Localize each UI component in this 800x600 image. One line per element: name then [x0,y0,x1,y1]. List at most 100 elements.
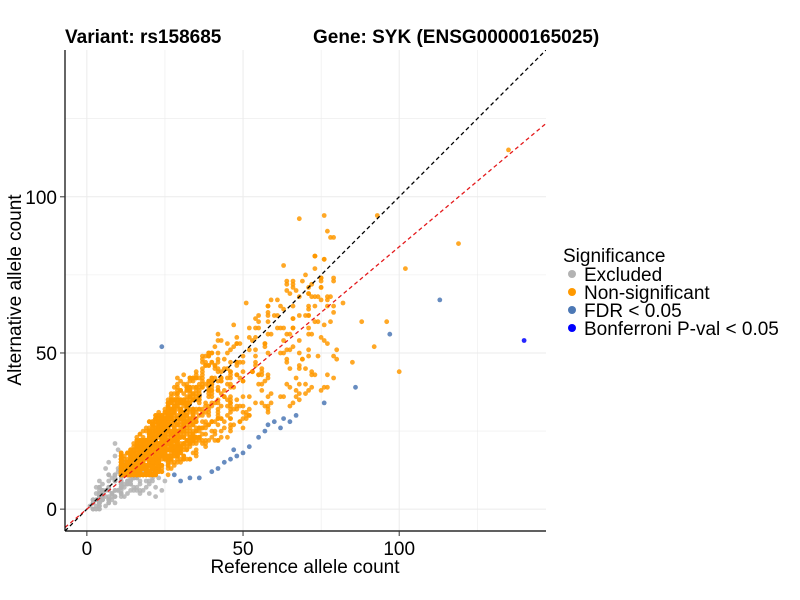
point-non-significant [281,394,286,400]
point-excluded [143,484,149,490]
point-non-significant [303,313,308,318]
point-excluded [112,453,118,459]
point-non-significant [253,359,258,365]
point-non-significant [315,353,321,359]
point-non-significant [221,419,227,425]
point-fdr [287,419,293,425]
point-fdr [387,331,393,337]
point-non-significant [206,422,212,428]
point-non-significant [140,463,146,468]
point-non-significant [287,366,293,371]
point-non-significant [306,303,311,309]
point-non-significant [384,319,390,325]
point-non-significant [193,419,199,425]
point-non-significant [228,428,233,434]
point-non-significant [318,388,324,393]
point-excluded [103,503,108,509]
point-non-significant [218,434,224,440]
point-non-significant [296,391,302,396]
data-points [87,147,527,512]
point-non-significant [293,375,299,381]
point-non-significant [212,400,218,406]
point-fdr [281,416,286,421]
point-non-significant [243,409,249,415]
point-non-significant [287,331,293,337]
point-non-significant [265,319,271,325]
point-non-significant [312,372,318,378]
point-non-significant [162,444,168,450]
point-non-significant [253,316,258,321]
point-non-significant [168,447,174,453]
point-excluded [112,500,118,506]
point-non-significant [328,319,333,325]
point-non-significant [240,403,246,409]
point-non-significant [153,450,159,456]
y-tick-label: 0 [46,500,57,521]
point-non-significant [253,353,258,359]
point-non-significant [215,356,221,362]
point-non-significant [331,353,336,359]
point-non-significant [209,434,215,440]
point-non-significant [146,469,152,475]
point-non-significant [268,297,274,303]
point-fdr [240,450,246,456]
point-non-significant [165,441,171,446]
point-non-significant [131,472,137,478]
point-non-significant [181,381,187,387]
point-non-significant [184,431,190,437]
point-bonferroni [521,338,527,343]
point-non-significant [240,353,246,359]
point-non-significant [275,297,280,303]
point-non-significant [190,450,196,456]
point-non-significant [200,431,205,437]
point-non-significant [153,469,159,475]
point-non-significant [237,419,243,425]
point-non-significant [309,294,315,300]
point-excluded [137,488,143,493]
point-non-significant [237,375,243,381]
point-excluded [153,494,159,499]
point-non-significant [215,388,221,393]
point-non-significant [284,356,290,362]
point-non-significant [178,388,184,393]
axes [64,50,546,532]
point-non-significant [300,278,305,284]
point-non-significant [234,397,240,403]
point-non-significant [206,353,212,359]
point-non-significant [190,431,196,437]
point-non-significant [300,356,305,362]
point-non-significant [162,450,168,456]
point-non-significant [259,388,265,393]
point-non-significant [181,434,187,440]
point-non-significant [306,388,311,393]
point-non-significant [253,347,258,353]
point-non-significant [178,400,184,406]
point-non-significant [193,453,199,459]
point-non-significant [159,463,165,468]
point-non-significant [178,409,184,415]
point-fdr [231,447,237,453]
x-tick-label: 100 [383,539,415,560]
point-non-significant [200,384,205,390]
point-non-significant [256,381,261,387]
point-non-significant [265,375,271,381]
point-excluded [112,488,118,493]
point-non-significant [321,384,327,390]
fitted-line [65,122,546,528]
point-non-significant [296,363,302,368]
point-non-significant [290,325,296,331]
point-non-significant [228,381,233,387]
point-non-significant [143,441,149,446]
point-non-significant [134,447,140,453]
point-non-significant [290,303,296,309]
point-non-significant [331,278,336,284]
point-non-significant [253,400,258,406]
point-non-significant [228,347,233,353]
point-excluded [125,491,130,496]
point-non-significant [218,403,224,409]
grid-lines [65,50,546,531]
point-non-significant [134,463,140,468]
point-non-significant [312,253,318,259]
point-non-significant [331,375,336,381]
point-non-significant [165,416,171,421]
